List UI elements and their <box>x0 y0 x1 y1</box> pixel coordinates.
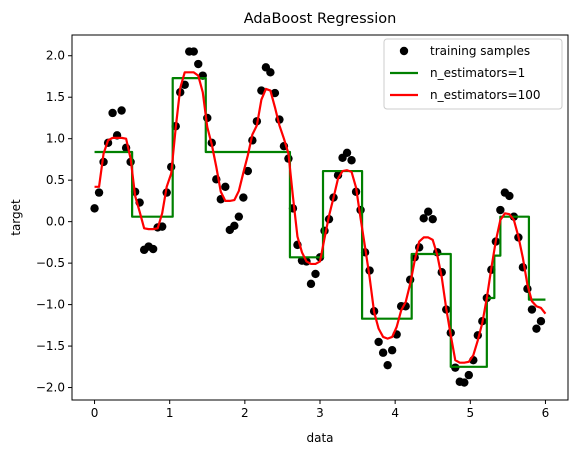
scatter-point <box>90 204 99 213</box>
scatter-point <box>536 316 546 326</box>
scatter-point <box>108 108 117 118</box>
axes-layer: 0 1 2 3 4 5 6 −2.0 −1.5 −1.0 −0.5 0.0 0.5 1.0 1.5 2.0 <box>36 34 569 420</box>
scatter-point <box>505 191 514 201</box>
scatter-point <box>311 269 320 279</box>
y-tick-label: 1.5 <box>46 90 65 104</box>
x-tick-label: 3 <box>316 406 324 420</box>
scatter-point <box>194 59 203 69</box>
x-tick-label: 2 <box>241 406 249 420</box>
scatter-point <box>347 156 356 165</box>
y-tick-label: −0.5 <box>36 256 65 270</box>
y-axis-title: target <box>9 199 23 236</box>
scatter-point <box>374 337 383 347</box>
scatter-point <box>428 214 437 224</box>
legend-label: n_estimators=1 <box>430 66 525 80</box>
plot-data-layer <box>90 47 547 387</box>
y-tick-label: −2.0 <box>36 381 65 395</box>
scatter-point <box>306 279 316 289</box>
x-axis-title: data <box>306 431 333 445</box>
legend-label: training samples <box>430 44 530 58</box>
y-tick-label: 0.5 <box>46 173 65 187</box>
scatter-point <box>221 182 230 192</box>
scatter-point <box>239 193 248 202</box>
scatter-point <box>94 188 104 197</box>
x-tick-label: 6 <box>542 406 550 420</box>
scatter-point <box>148 244 158 254</box>
scatter-point <box>342 148 352 157</box>
legend-marker-training-samples <box>399 46 409 56</box>
y-tick-label: −1.5 <box>36 339 65 353</box>
scatter-point <box>378 348 388 357</box>
scatter-point <box>230 221 239 230</box>
chart-title: AdaBoost Regression <box>244 11 397 27</box>
scatter-point <box>424 207 433 216</box>
scatter-point <box>464 370 473 380</box>
y-tick-label: 2.0 <box>46 49 65 63</box>
series-line-n-estimators-100 <box>94 71 547 364</box>
scatter-point <box>117 106 126 115</box>
scatter-point <box>527 305 537 314</box>
x-tick-label: 0 <box>91 406 99 420</box>
scatter-point <box>189 47 198 56</box>
y-tick-label: 0.0 <box>46 215 65 229</box>
legend: training samples n_estimators=1 n_estimato… <box>383 38 563 110</box>
scatter-point <box>157 222 167 231</box>
scatter-point <box>243 166 253 176</box>
scatter-point <box>387 346 397 355</box>
legend-box <box>383 38 563 110</box>
y-tick-label: −1.0 <box>36 298 65 312</box>
legend-label: n_estimators=100 <box>430 88 541 102</box>
y-tick-label: 1.0 <box>46 132 65 146</box>
scatter-point <box>496 205 505 215</box>
scatter-point <box>234 212 244 221</box>
x-tick-label: 1 <box>166 406 174 420</box>
series-line-n-estimators-1 <box>94 77 546 368</box>
scatter-point <box>270 88 280 98</box>
scatter-point <box>532 324 541 333</box>
scatter-point <box>460 378 469 387</box>
x-tick-label: 4 <box>391 406 399 420</box>
scatter-point <box>419 214 428 223</box>
scatter-point <box>383 360 392 370</box>
scatter-point <box>266 68 275 77</box>
x-tick-label: 5 <box>466 406 474 420</box>
